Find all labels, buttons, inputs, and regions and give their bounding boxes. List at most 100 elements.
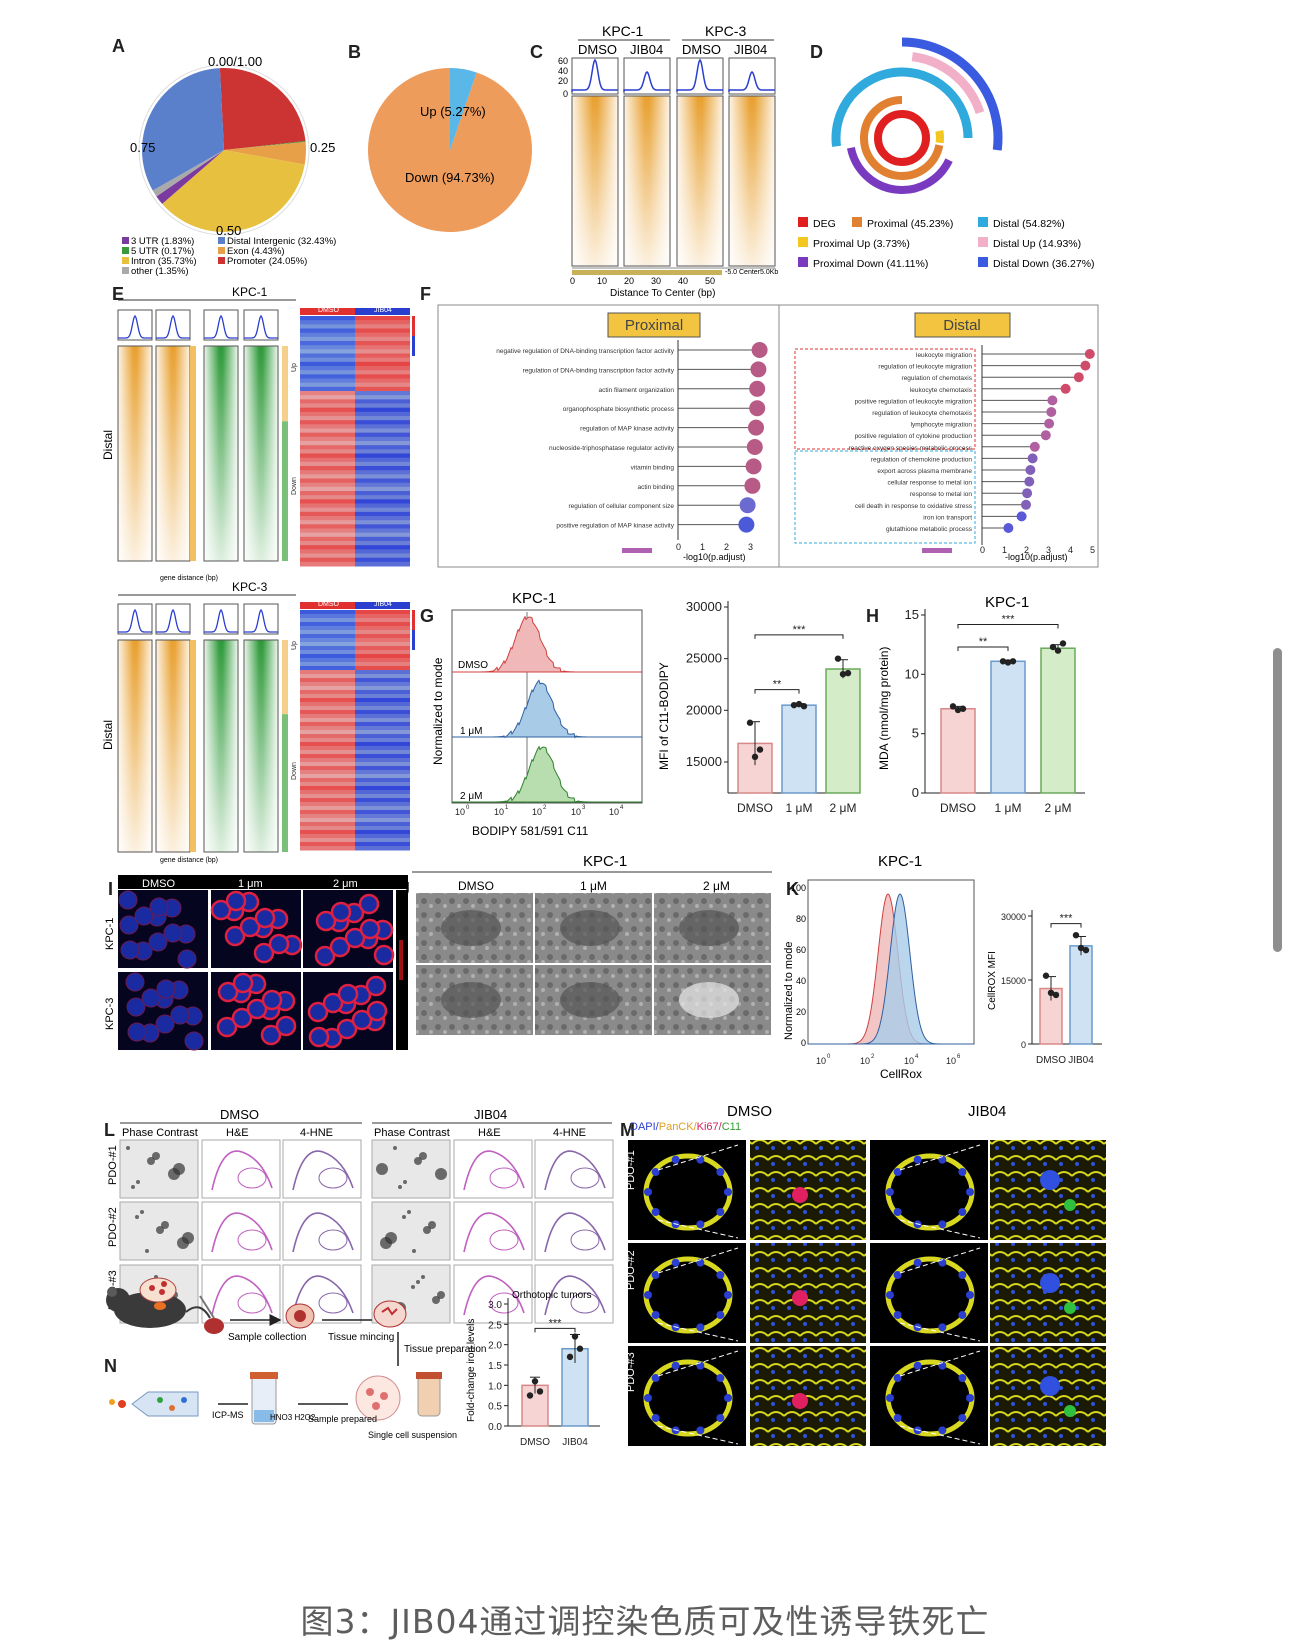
c-profile-frame: [571, 57, 619, 95]
m-nucleus: [938, 1426, 947, 1435]
f-proximal-title: Proximal: [625, 317, 683, 334]
m-nucleus: [958, 1374, 967, 1383]
i-cell: [119, 915, 139, 935]
page-scrollbar[interactable]: [1273, 648, 1282, 952]
e-heat-scale: [412, 336, 415, 356]
e-heat-cell: [355, 332, 410, 338]
mincing-dish-icon: [373, 1300, 407, 1328]
e-heat-cell: [300, 614, 355, 619]
e-heat-cell: [300, 654, 355, 659]
l-tissue-outline: [489, 1167, 519, 1189]
e-heat-cell: [300, 658, 355, 663]
l-tissue-outline: [489, 1229, 519, 1251]
e-heat-cell: [355, 810, 410, 815]
bar-point: [1004, 659, 1012, 666]
j-col-2um: 2 μM: [703, 879, 730, 893]
l-image: [453, 1139, 533, 1199]
e-heat-cell: [300, 706, 355, 711]
g-hist-xtick: 10: [455, 807, 465, 817]
m-stain-ki67: Ki67/: [697, 1121, 723, 1133]
e-heat-cell: [355, 445, 410, 450]
e-heat-cell: [355, 734, 410, 739]
i-cell: [351, 1009, 373, 1031]
icp-ms-icon: [109, 1391, 199, 1417]
panel-label-i: I: [108, 879, 113, 899]
m-c11-signal: [1064, 1302, 1076, 1314]
f-dist-xtick: 4: [1068, 545, 1073, 555]
m-nucleus: [938, 1323, 947, 1332]
f-dist-term: response to metal ion: [910, 491, 973, 498]
e-heat-cell: [355, 842, 410, 847]
c-heatmap-fade: [729, 96, 775, 266]
bar-category-label: DMSO: [1036, 1055, 1066, 1066]
bar-point: [536, 1388, 544, 1395]
bar-point: [571, 1333, 579, 1340]
dish-icon: [139, 1277, 177, 1303]
bar-point: [1042, 972, 1050, 979]
e-heat-cell: [300, 461, 355, 467]
i-col-1um: 1 μm: [238, 878, 263, 890]
e-heat-cell: [355, 618, 410, 623]
d-ring-distal-down: [901, 37, 1003, 151]
e-heat-cell: [300, 794, 355, 799]
f-prox-dot: [738, 516, 755, 533]
c-profile-frame: [623, 57, 671, 95]
j-mitochondrion: [560, 982, 620, 1018]
d-ring-distal-up: [911, 52, 985, 115]
falcon-tube-icon: [250, 1372, 278, 1425]
e-heatmap-fade: [118, 346, 152, 561]
e-heat-cell: [355, 770, 410, 775]
f-dist-dot: [1080, 360, 1091, 371]
m-zoom-guide: [899, 1247, 981, 1342]
m-image: [990, 1243, 1106, 1343]
i-cell: [224, 925, 246, 947]
i-cell: [216, 1016, 238, 1038]
c-heatmap-fade: [624, 96, 670, 266]
bar-point: [526, 1392, 534, 1399]
e-heat-cell: [355, 357, 410, 363]
bar-y-tick-label: 2.5: [488, 1320, 502, 1331]
e-heat-cell: [300, 750, 355, 755]
e-profile-frame: [243, 309, 279, 341]
i-cell: [231, 1007, 253, 1029]
j-title: KPC-1: [583, 853, 627, 870]
f-prox-xtick: 1: [700, 542, 705, 552]
bar-category-label: 1 μM: [995, 801, 1022, 815]
l-organoid: [412, 1249, 416, 1253]
e-heat-cell: [300, 416, 355, 421]
f-prox-dot: [746, 439, 763, 455]
l-col-he-2: H&E: [478, 1127, 501, 1139]
e-heat-cell: [355, 646, 410, 651]
e-heatmap-fade: [204, 346, 238, 561]
e-heat-cell: [355, 420, 410, 425]
g-hist-curve: [452, 679, 642, 739]
e-heat-cell: [355, 830, 410, 835]
c-scale-label: -5.0 Center5.0Kb: [725, 269, 778, 276]
panel-f: Proximal Distal negative regulation of D…: [437, 304, 1099, 568]
i-row-kpc3: KPC-3: [104, 998, 116, 1030]
e-heat-cell: [355, 391, 410, 396]
i-row-kpc1: KPC-1: [104, 918, 116, 950]
c-ytick-40: 40: [558, 66, 568, 76]
e-heat-cell: [300, 642, 355, 647]
c-profile-line: [571, 58, 618, 92]
legend-intron: Intron (35.73%): [131, 256, 196, 267]
e-heat-col-jib04-2: JIB04: [374, 601, 392, 608]
c-heatmap-fade: [572, 96, 618, 266]
j-col-1um: 1 μM: [580, 879, 607, 893]
e-heat-cell: [300, 826, 355, 831]
f-prox-xlabel: -log10(p.adjust): [683, 552, 746, 562]
f-dist-dot: [1046, 407, 1057, 417]
f-dist-term: iron ion transport: [923, 514, 972, 521]
i-cell: [253, 942, 275, 964]
f-dist-term: reactive oxygen species metabolic proces…: [848, 445, 972, 452]
m-nucleus: [644, 1291, 652, 1299]
bar-y-tick-label: 0: [1021, 1040, 1026, 1050]
c-xtick-50: 50: [705, 276, 715, 286]
bar-category-label: JIB04: [562, 1437, 588, 1448]
e-heat-cell: [355, 545, 410, 550]
m-nucleus: [893, 1168, 902, 1177]
e-heat-cell: [300, 846, 355, 851]
e-heat-cell: [300, 682, 355, 687]
e-heat-cell: [300, 395, 355, 400]
